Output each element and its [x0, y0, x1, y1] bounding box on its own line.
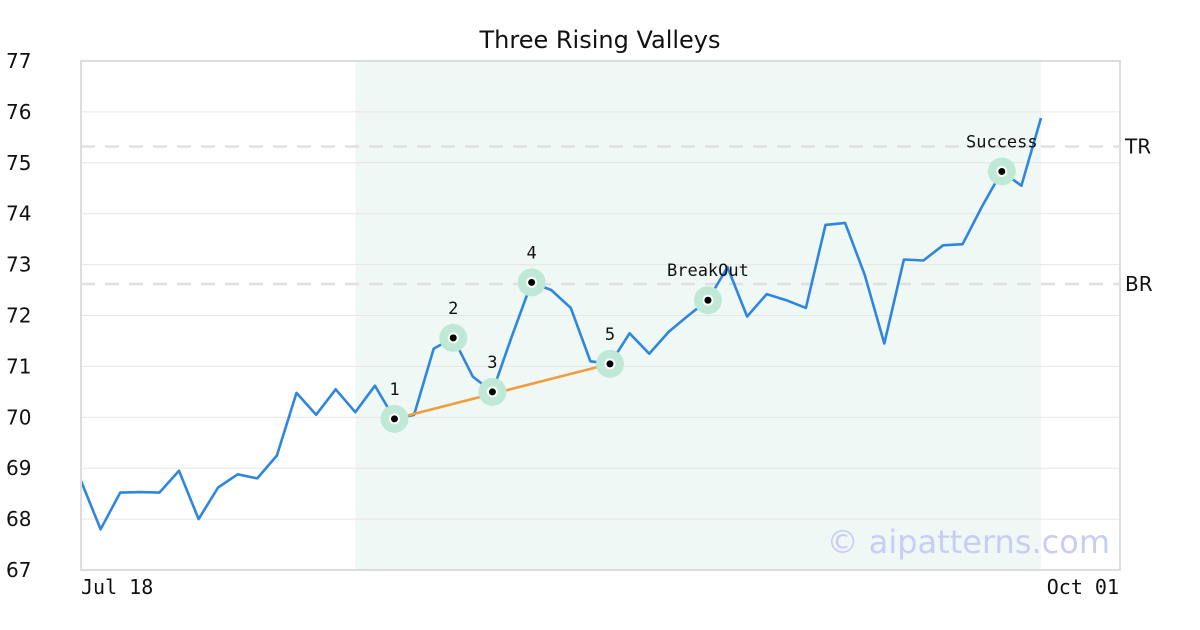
y-tick-label: 67 [6, 558, 31, 582]
x-tick-label-end: Oct 01 [1047, 575, 1119, 599]
point-dot-4 [528, 278, 536, 286]
chart-title: Three Rising Valleys [478, 26, 720, 54]
y-tick-label: 74 [6, 202, 31, 226]
y-tick-label: 68 [6, 507, 31, 531]
point-dot-success [998, 167, 1006, 175]
point-label-breakout: BreakOut [667, 261, 749, 281]
watermark: © aipatterns.com [827, 523, 1110, 561]
x-tick-label-start: Jul 18 [81, 575, 153, 599]
point-label-5: 5 [605, 325, 615, 345]
y-tick-label: 69 [6, 456, 31, 480]
pattern-point-markers: 1 2 3 4 5 BreakOut Success [380, 132, 1038, 433]
point-label-success: Success [966, 132, 1038, 152]
y-tick-label: 70 [6, 405, 31, 429]
reference-lines: TR BR [81, 135, 1153, 296]
y-tick-label: 73 [6, 253, 31, 277]
y-tick-label: 76 [6, 100, 31, 124]
point-dot-breakout [704, 296, 712, 304]
y-tick-label: 77 [6, 49, 31, 73]
point-label-3: 3 [487, 353, 497, 373]
plot-frame [80, 60, 1121, 571]
point-dot-3 [488, 388, 496, 396]
reference-label-tr: TR [1124, 135, 1151, 159]
point-dot-5 [606, 360, 614, 368]
point-label-1: 1 [389, 380, 399, 400]
point-label-4: 4 [526, 243, 536, 263]
y-tick-label: 75 [6, 151, 31, 175]
reference-label-br: BR [1125, 272, 1153, 296]
price-line [79, 117, 1043, 531]
y-tick-label: 71 [6, 354, 31, 378]
point-dot-1 [390, 415, 398, 423]
point-dot-2 [449, 334, 457, 342]
y-axis-tick-labels: 67 68 69 70 71 72 73 74 75 76 77 [6, 49, 31, 582]
point-label-2: 2 [448, 299, 458, 319]
y-tick-label: 72 [6, 304, 31, 328]
